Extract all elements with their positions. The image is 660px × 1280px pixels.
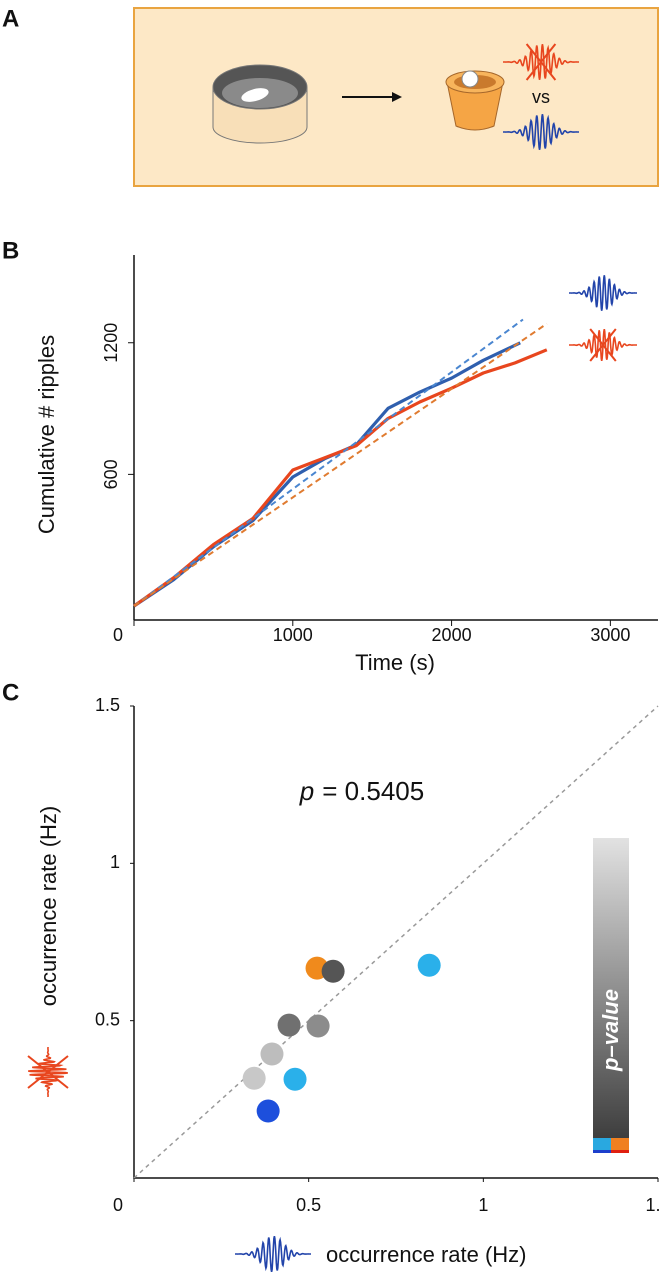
x-tick-label: 1.5: [645, 1195, 660, 1215]
arrow: [342, 92, 402, 102]
y-tick-label: 600: [101, 459, 121, 489]
x-tick-label: 1: [478, 1195, 488, 1215]
panel-label: A: [2, 5, 19, 32]
colorbar-cap: [593, 1138, 611, 1150]
y-tick-label: 1200: [101, 323, 121, 363]
point: [306, 1014, 330, 1038]
vs-label: vs: [532, 87, 550, 107]
wavelet-icon: [235, 1236, 311, 1272]
cross: [525, 43, 557, 81]
wavelet: [503, 114, 579, 150]
y-axis-label: occurrence rate (Hz): [36, 806, 61, 1007]
colorbar-cap: [611, 1138, 629, 1150]
y-tick-label: 1: [110, 852, 120, 872]
point: [242, 1066, 266, 1090]
wavelet: [235, 1236, 311, 1272]
x-tick-label: 0.5: [296, 1195, 321, 1215]
identity-line: [133, 705, 659, 1179]
pot: [445, 70, 505, 131]
wavelet-icon: [503, 43, 579, 81]
annotation-p: p: [299, 776, 314, 806]
data-line: [133, 348, 548, 608]
point: [277, 1013, 301, 1037]
x-axis-label: occurrence rate (Hz): [326, 1242, 527, 1267]
colorbar-cap: [593, 1150, 611, 1153]
x-tick-label: 0: [113, 625, 123, 645]
fit-line: [133, 322, 548, 607]
x-axis-label: Time (s): [355, 650, 435, 675]
x-tick-label: 0: [113, 1195, 123, 1215]
fit-line: [133, 318, 524, 607]
annotation-value: = 0.5405: [322, 776, 424, 806]
wavelet-icon: [27, 1047, 69, 1097]
x-tick-label: 1000: [273, 625, 313, 645]
point: [283, 1067, 307, 1091]
annotation: p = 0.5405: [299, 776, 424, 806]
point: [256, 1099, 280, 1123]
colorbar-label: p–value: [598, 989, 623, 1072]
x-tick-label: 3000: [590, 625, 630, 645]
wavelet: [569, 275, 637, 311]
wavelet-icon: [503, 114, 579, 150]
cross: [27, 1055, 69, 1089]
cross: [589, 328, 617, 362]
wavelet-icon: [569, 328, 637, 362]
y-tick-label: 0.5: [95, 1009, 120, 1029]
point: [417, 953, 441, 977]
x-tick-label: 2000: [432, 625, 472, 645]
y-tick-label: 1.5: [95, 695, 120, 715]
point: [260, 1042, 284, 1066]
panel-label: C: [2, 679, 19, 706]
wavelet-icon: [569, 275, 637, 311]
point: [321, 959, 345, 983]
panel-label: B: [2, 237, 19, 264]
colorbar: [593, 838, 629, 1138]
y-axis-label: Cumulative # ripples: [34, 335, 59, 534]
arena: [212, 64, 308, 144]
colorbar-cap: [611, 1150, 629, 1153]
